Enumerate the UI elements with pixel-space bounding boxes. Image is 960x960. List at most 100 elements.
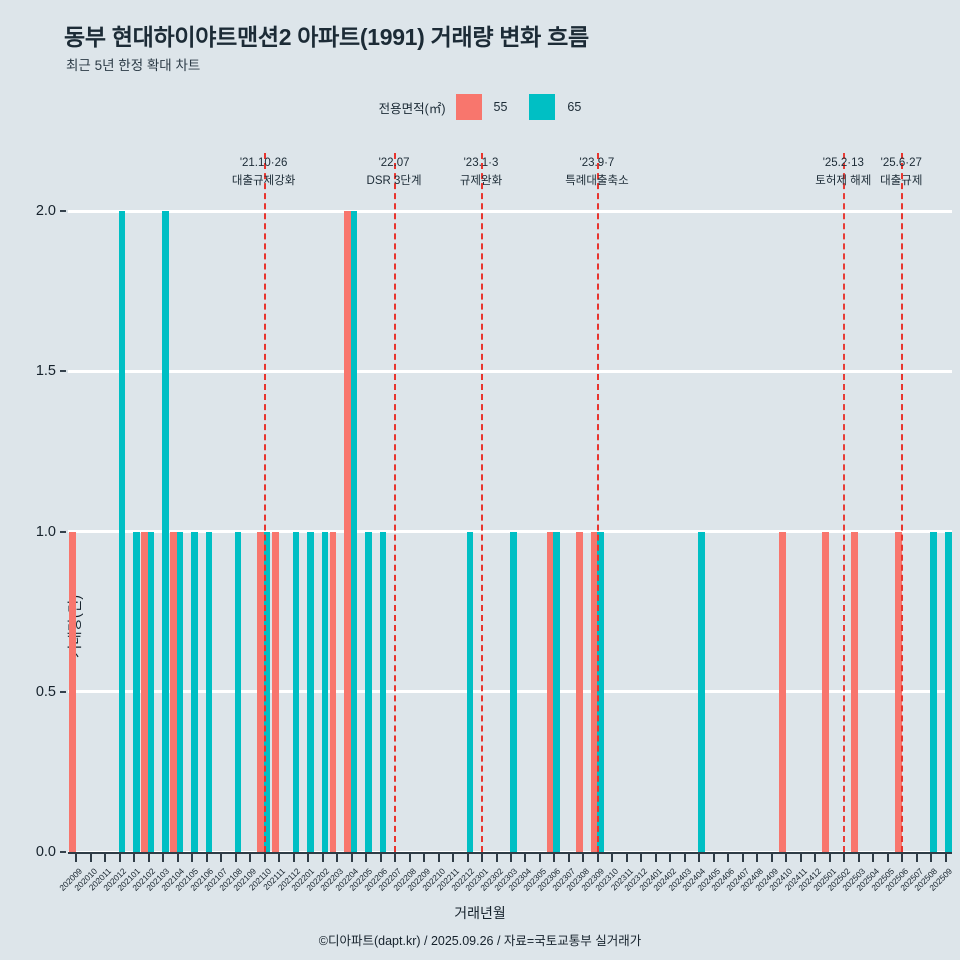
chart-plot-area: 거래량(건) 0.0 0.5 1.0 1.5 2.0 [36,153,952,860]
x-tick-mark [278,854,281,862]
chart-bar [590,531,598,852]
x-tick-mark [596,854,599,862]
x-tick-mark [625,854,628,862]
x-axis-line [68,852,952,854]
chart-bar [379,531,387,852]
x-tick-mark [481,854,484,862]
chart-bar [263,531,271,852]
x-tick-mark [176,854,179,862]
chart-bar [466,531,474,852]
x-tick-mark [510,854,512,862]
annotation-text: 대출규제 [880,174,923,187]
chart-credit: ©디아파트(dapt.kr) / 2025.09.26 / 자료=국토교통부 실… [318,934,642,948]
chart-bar [141,531,149,852]
chart-bar [894,531,902,852]
x-tick-mark [379,854,382,862]
x-tick-mark [553,854,556,862]
annotation-text: DSR 3단계 [366,174,422,187]
x-tick-mark [872,854,875,862]
chart-bar [822,531,830,852]
chart-bar [553,531,561,852]
x-tick-mark [712,854,715,862]
x-tick-mark [944,854,947,862]
x-tick-mark [452,854,455,862]
chart-bar [292,531,300,852]
x-tick-mark [727,854,730,862]
x-tick-mark [828,854,831,862]
x-tick-mark [915,854,918,862]
chart-bar [851,531,859,852]
chart-bar [329,531,337,852]
y-tick-label: 2.0 [35,203,56,219]
chart-bar [133,531,140,852]
x-tick-mark [321,854,324,862]
page-subtitle: 최근 5년 한정 확대 차트 [66,58,201,73]
y-tick-label: 0.0 [35,844,56,860]
chart-bar [257,531,265,852]
x-tick-mark [394,854,397,862]
chart-bar [68,531,76,852]
x-tick-mark [640,854,643,862]
annotation-label: '21.10·26 대출규제강화 [232,155,295,191]
chart-bar [205,531,213,852]
legend-label-65: 65 [567,100,582,114]
chart-bar [576,531,583,852]
annotation-line [596,153,599,852]
annotation-label: '25.2·13 토허제 해제 [815,155,871,191]
gridline-y [68,369,952,373]
annotation-text: 대출규제강화 [231,174,296,187]
chart-bar [344,211,351,852]
annotation-date: '23.9·7 [579,157,615,169]
x-tick-mark [930,854,933,862]
annotation-date: '25.6·27 [880,157,922,169]
chart-bar [191,531,198,852]
legend-swatch-55 [455,94,482,120]
x-tick-mark [698,854,701,862]
x-axis-label: 거래년월 [454,905,506,921]
annotation-line [394,153,397,852]
x-tick-mark [741,854,744,862]
x-tick-mark [495,854,498,862]
chart-bar [170,531,178,852]
x-tick-mark [336,854,339,862]
x-tick-mark [423,854,426,862]
x-tick-mark [538,854,541,862]
x-tick-mark [365,854,368,862]
chart-bar [321,531,329,852]
x-tick-mark [104,854,107,862]
annotation-label: '23.9·7 특례대출축소 [565,155,628,191]
chart-bar [510,531,517,852]
annotation-date: '21.10·26 [239,157,288,169]
legend-swatch-65 [529,94,556,120]
x-tick-mark [843,854,846,862]
annotation-line [843,153,846,852]
x-tick-mark [408,854,411,862]
x-tick-mark [814,854,817,862]
chart-bar [930,531,938,852]
x-tick-mark [886,854,889,862]
x-tick-mark [263,854,266,862]
x-tick-mark [654,854,657,862]
chart-bar [596,531,604,852]
y-tick-label: 1.5 [35,363,56,380]
x-tick-mark [770,854,773,862]
y-tick-mark [60,210,66,212]
annotation-line [901,153,904,852]
chart-bar [307,531,314,852]
annotation-label: '22.07 DSR 3단계 [367,155,422,191]
annotation-line [481,153,484,852]
x-tick-mark [118,854,121,862]
x-tick-mark [249,854,252,862]
x-tick-mark [191,854,194,862]
x-tick-mark [524,854,527,862]
chart-bar [944,531,952,852]
y-tick-label: 0.5 [35,683,56,700]
chart-bar [234,531,242,852]
x-tick-mark [785,854,788,862]
y-tick-mark [60,370,66,373]
x-tick-mark [466,854,469,862]
x-tick-mark [220,854,223,862]
x-tick-mark [162,854,165,862]
x-tick-mark [611,854,614,862]
chart-bar [365,531,372,852]
